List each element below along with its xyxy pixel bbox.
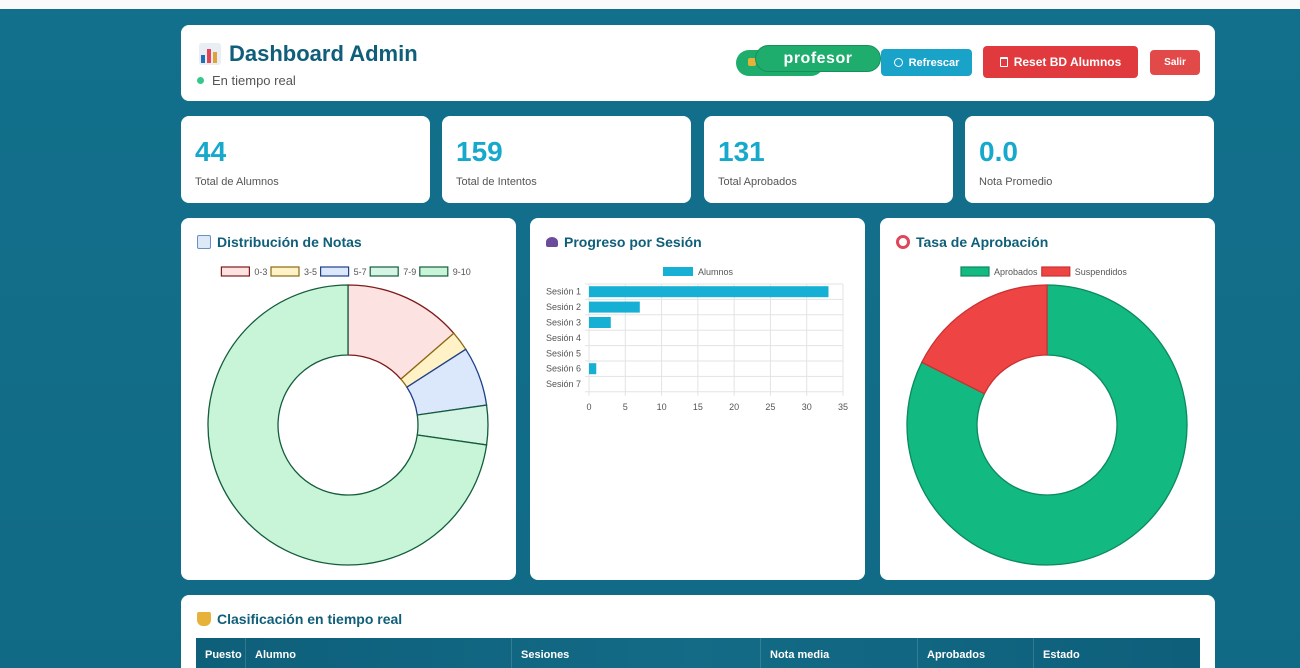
- grade-distribution-chart: 0-3 3-5 5-7 7-9 9-10: [207, 266, 489, 566]
- session-progress-title: Progreso por Sesión: [546, 234, 702, 250]
- x-tick-label: 5: [623, 402, 628, 412]
- y-tick-label: Sesión 5: [546, 348, 581, 358]
- column-header-student[interactable]: Alumno: [246, 638, 512, 668]
- session-progress-card: Alumnos 0 5 10 15 20 25 30 35 Sesión 1 Sesión 2 Ses…: [530, 218, 865, 580]
- stat-value: 131: [718, 136, 765, 167]
- legend-label: Aprobados: [994, 267, 1038, 277]
- pass-rate-chart: Aprobados Suspendidos: [906, 266, 1188, 566]
- x-tick-label: 30: [802, 402, 812, 412]
- legend-label: 7-9: [403, 267, 416, 277]
- live-dot-icon: [197, 77, 204, 84]
- stat-card-passed: 131 Total Aprobados: [704, 116, 953, 203]
- live-status-label: En tiempo real: [212, 73, 296, 88]
- logout-button[interactable]: Salir: [1150, 50, 1200, 75]
- column-header-passed[interactable]: Aprobados: [918, 638, 1034, 668]
- column-header-average[interactable]: Nota media: [761, 638, 918, 668]
- stat-label: Total de Intentos: [456, 176, 537, 188]
- refresh-button-label: Refrescar: [908, 56, 960, 69]
- users-icon: [546, 237, 558, 247]
- reset-button-label: Reset BD Alumnos: [1013, 55, 1122, 69]
- x-tick-label: 35: [838, 402, 848, 412]
- column-header-sessions[interactable]: Sesiones: [512, 638, 761, 668]
- role-badge: profesor: [755, 45, 881, 72]
- lock-icon: [748, 58, 756, 66]
- leaderboard-card: Clasificación en tiempo real Puesto Alum…: [181, 595, 1215, 668]
- legend-swatch: [960, 266, 990, 277]
- leaderboard-title: Clasificación en tiempo real: [197, 611, 402, 627]
- stat-card-students: 44 Total de Alumnos: [181, 116, 430, 203]
- doughnut-slice: [207, 284, 488, 566]
- live-status: En tiempo real: [197, 73, 296, 88]
- refresh-icon: [893, 58, 903, 67]
- legend-label: Suspendidos: [1075, 267, 1128, 277]
- legend-swatch: [270, 266, 300, 277]
- leaderboard-title-text: Clasificación en tiempo real: [217, 611, 403, 627]
- bar: [589, 317, 611, 328]
- doughnut-slice: [920, 284, 1048, 395]
- grade-distribution-title-text: Distribución de Notas: [217, 234, 362, 250]
- stat-value: 0.0: [979, 136, 1018, 167]
- y-tick-label: Sesión 3: [546, 318, 581, 328]
- legend-swatch: [369, 266, 399, 277]
- y-tick-label: Sesión 1: [546, 287, 581, 297]
- stat-label: Nota Promedio: [979, 176, 1053, 188]
- page-title-group: Dashboard Admin: [199, 41, 418, 67]
- refresh-button[interactable]: Refrescar: [881, 49, 972, 76]
- legend-swatch: [320, 266, 350, 277]
- x-tick-label: 20: [729, 402, 739, 412]
- browser-top-strip: [0, 0, 1300, 9]
- column-header-rank[interactable]: Puesto: [196, 638, 246, 668]
- session-progress-chart: Alumnos 0 5 10 15 20 25 30 35 Sesión 1 Sesión 2 Ses…: [546, 267, 848, 412]
- bar-chart-icon: [199, 43, 221, 65]
- legend-label: 9-10: [453, 267, 471, 277]
- page-title: Dashboard Admin: [229, 41, 418, 66]
- pass-rate-title: Tasa de Aprobación: [896, 234, 1048, 250]
- dashboard-header: Dashboard Admin En tiempo real profesor …: [181, 25, 1215, 101]
- stat-value: 159: [456, 136, 503, 167]
- target-icon: [896, 235, 910, 249]
- stat-card-average: 0.0 Nota Promedio: [965, 116, 1214, 203]
- trash-icon: [999, 57, 1008, 67]
- x-tick-label: 10: [657, 402, 667, 412]
- pass-rate-title-text: Tasa de Aprobación: [916, 234, 1049, 250]
- legend-label: 0-3: [254, 267, 267, 277]
- legend-label: 5-7: [354, 267, 367, 277]
- trophy-icon: [197, 612, 211, 626]
- bar: [589, 286, 829, 298]
- legend-swatch: [1041, 266, 1071, 277]
- legend-label: Alumnos: [698, 267, 734, 277]
- x-tick-label: 25: [765, 402, 775, 412]
- doughnut-slice: [906, 284, 1188, 566]
- x-tick-label: 0: [586, 402, 591, 412]
- grade-distribution-card: 0-3 3-5 5-7 7-9 9-10 Distribución de Notas: [181, 218, 516, 580]
- session-progress-title-text: Progreso por Sesión: [564, 234, 702, 250]
- x-tick-label: 15: [693, 402, 703, 412]
- pass-rate-card: Aprobados Suspendidos Tasa de Aprobación: [880, 218, 1215, 580]
- y-tick-label: Sesión 7: [546, 379, 581, 389]
- legend-swatch: [663, 267, 693, 276]
- stat-label: Total Aprobados: [718, 176, 797, 188]
- y-tick-label: Sesión 6: [546, 364, 581, 374]
- stat-card-attempts: 159 Total de Intentos: [442, 116, 691, 203]
- stat-value: 44: [195, 136, 227, 167]
- bar: [589, 363, 597, 375]
- bar: [589, 301, 640, 313]
- leaderboard-table-header: Puesto Alumno Sesiones Nota media Aproba…: [196, 638, 1200, 668]
- stat-label: Total de Alumnos: [195, 176, 279, 188]
- column-header-status[interactable]: Estado: [1043, 649, 1080, 661]
- y-tick-label: Sesión 4: [546, 333, 581, 343]
- legend-swatch: [220, 266, 251, 277]
- grade-distribution-title: Distribución de Notas: [197, 234, 362, 250]
- reset-students-button[interactable]: Reset BD Alumnos: [983, 46, 1138, 78]
- legend-swatch: [419, 266, 449, 277]
- legend-label: 3-5: [304, 267, 317, 277]
- trend-chart-icon: [197, 235, 211, 249]
- y-tick-label: Sesión 2: [546, 302, 581, 312]
